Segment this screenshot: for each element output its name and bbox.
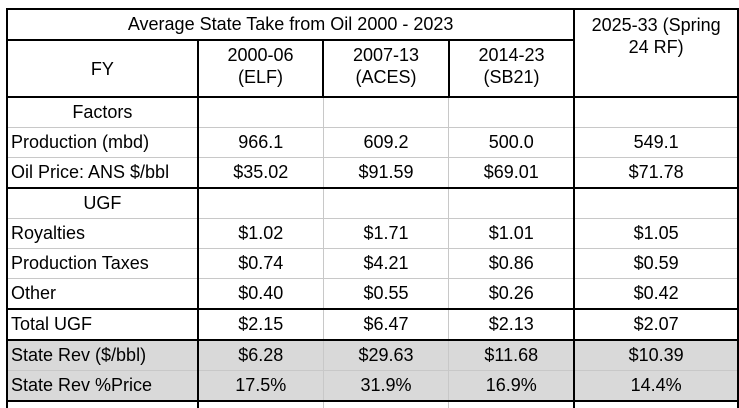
table-cell: [6, 400, 198, 408]
table-cell[interactable]: $4.21: [322, 248, 449, 279]
state-take-table: Average State Take from Oil 2000 - 2023 …: [5, 8, 739, 408]
table-cell: [573, 400, 739, 408]
table-title[interactable]: Average State Take from Oil 2000 - 2023: [5, 8, 575, 40]
header-col-2000-06-line1: 2000-06: [227, 45, 294, 65]
table-cell[interactable]: 549.1: [573, 127, 739, 158]
table-cell[interactable]: $0.26: [448, 278, 575, 309]
header-col-2014-23[interactable]: 2014-23 (SB21): [447, 39, 575, 97]
header-col-2007-13-line2: (ACES): [355, 67, 417, 87]
table-row: Oil Price: ANS $/bbl $35.02 $91.59 $69.0…: [6, 157, 739, 188]
table-cell[interactable]: $2.15: [196, 308, 324, 340]
table-row: Other $0.40 $0.55 $0.26 $0.42: [6, 278, 739, 309]
table-cell[interactable]: $11.68: [448, 339, 575, 371]
table-cell[interactable]: [196, 187, 324, 219]
table-cell[interactable]: $1.02: [196, 218, 324, 249]
header-col-2007-13-line1: 2007-13: [352, 45, 420, 65]
section-row-factors: Factors: [6, 96, 739, 128]
row-label[interactable]: State Rev %Price: [6, 370, 198, 401]
table-cell[interactable]: [322, 187, 449, 219]
table-cell: [322, 400, 449, 408]
table-cell[interactable]: $0.59: [573, 248, 739, 279]
table-cell[interactable]: $1.71: [322, 218, 449, 249]
table-cell[interactable]: $1.01: [448, 218, 575, 249]
table-cell[interactable]: 609.2: [322, 127, 449, 158]
table-row: Production Taxes $0.74 $4.21 $0.86 $0.59: [6, 248, 739, 279]
row-label[interactable]: Other: [6, 278, 198, 309]
table-cell[interactable]: [322, 96, 449, 128]
table-cell[interactable]: $0.55: [322, 278, 449, 309]
header-col-2025-33-line1: 2025-33 (Spring: [591, 15, 721, 35]
table-row-highlight: State Rev ($/bbl) $6.28 $29.63 $11.68 $1…: [6, 339, 739, 371]
table-cell[interactable]: [448, 187, 575, 219]
table-cell[interactable]: $1.05: [573, 218, 739, 249]
table-cell[interactable]: [196, 96, 324, 128]
header-col-2025-33-line2: 24 RF): [628, 37, 684, 57]
table-cell[interactable]: 500.0: [448, 127, 575, 158]
table-cell[interactable]: [448, 96, 575, 128]
row-label[interactable]: Production (mbd): [6, 127, 198, 158]
table-bottom-edge: [6, 400, 739, 408]
header-col-2025-33[interactable]: 2025-33 (Spring 24 RF): [573, 8, 739, 97]
table-cell[interactable]: $35.02: [196, 157, 324, 188]
table-row-total: Total UGF $2.15 $6.47 $2.13 $2.07: [6, 308, 739, 340]
row-label[interactable]: Oil Price: ANS $/bbl: [6, 157, 198, 188]
table-cell[interactable]: $29.63: [322, 339, 449, 371]
table-row: Royalties $1.02 $1.71 $1.01 $1.05: [6, 218, 739, 249]
table-cell[interactable]: $2.07: [573, 308, 739, 340]
section-label-ugf[interactable]: UGF: [6, 187, 198, 219]
section-label-factors[interactable]: Factors: [6, 96, 198, 128]
table-cell: [448, 400, 575, 408]
header-col-2014-23-line2: (SB21): [483, 67, 540, 87]
section-row-ugf: UGF: [6, 187, 739, 219]
table-cell[interactable]: 14.4%: [573, 370, 739, 401]
title-row: Average State Take from Oil 2000 - 2023 …: [5, 8, 739, 97]
table-cell: [196, 400, 324, 408]
table-cell[interactable]: $6.28: [196, 339, 324, 371]
header-col-2000-06-line2: (ELF): [238, 67, 283, 87]
table-cell[interactable]: [573, 187, 739, 219]
table-cell[interactable]: 17.5%: [196, 370, 324, 401]
table-cell[interactable]: $71.78: [573, 157, 739, 188]
table-row: Production (mbd) 966.1 609.2 500.0 549.1: [6, 127, 739, 158]
table-cell[interactable]: $0.40: [196, 278, 324, 309]
table-cell[interactable]: $0.74: [196, 248, 324, 279]
table-cell[interactable]: 966.1: [196, 127, 324, 158]
row-label[interactable]: Royalties: [6, 218, 198, 249]
table-cell[interactable]: $69.01: [448, 157, 575, 188]
table-cell[interactable]: 31.9%: [322, 370, 449, 401]
row-label[interactable]: State Rev ($/bbl): [6, 339, 198, 371]
table-cell[interactable]: $6.47: [322, 308, 449, 340]
table-cell[interactable]: $2.13: [448, 308, 575, 340]
row-label[interactable]: Total UGF: [6, 308, 198, 340]
table-row-highlight: State Rev %Price 17.5% 31.9% 16.9% 14.4%: [6, 370, 739, 401]
header-fy[interactable]: FY: [6, 39, 198, 97]
header-col-2014-23-line1: 2014-23: [478, 45, 545, 65]
header-col-2007-13[interactable]: 2007-13 (ACES): [322, 39, 449, 97]
header-row: FY 2000-06 (ELF) 2007-13 (ACES) 2014-23 …: [6, 39, 738, 97]
table-cell[interactable]: $0.86: [448, 248, 575, 279]
table-cell[interactable]: $91.59: [322, 157, 449, 188]
table-cell[interactable]: $0.42: [573, 278, 739, 309]
table-cell[interactable]: $10.39: [573, 339, 739, 371]
header-col-2000-06[interactable]: 2000-06 (ELF): [196, 39, 324, 97]
table-cell[interactable]: [573, 96, 739, 128]
table-cell[interactable]: 16.9%: [448, 370, 575, 401]
row-label[interactable]: Production Taxes: [6, 248, 198, 279]
